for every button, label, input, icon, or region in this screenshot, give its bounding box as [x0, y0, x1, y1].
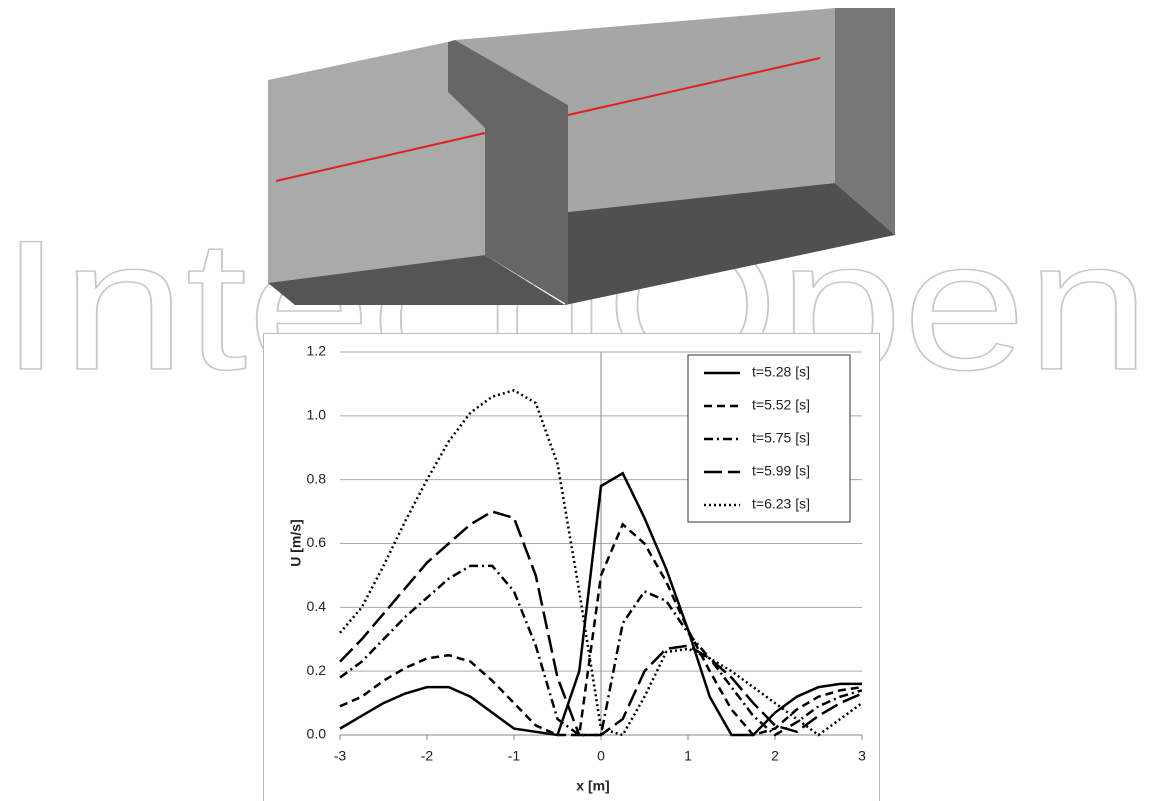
y-tick-label: 0.8: [307, 470, 327, 486]
x-axis-label: x [m]: [576, 778, 609, 794]
x-tick-label: 2: [771, 748, 779, 764]
y-axis-label: U [m/s]: [288, 519, 304, 566]
y-tick-label: 0.0: [307, 726, 327, 742]
x-tick-label: 0: [597, 748, 605, 764]
x-tick-label: -1: [508, 748, 521, 764]
y-tick-label: 0.4: [307, 598, 327, 614]
y-tick-label: 0.2: [307, 662, 327, 678]
y-tick-label: 1.0: [307, 407, 327, 423]
legend-label: t=5.75 [s]: [752, 430, 810, 446]
y-tick-label: 1.2: [307, 343, 327, 359]
figure: IntechOpen x [m] U [m/s] 0.00.20.40.60.8…: [0, 0, 1150, 801]
legend-label: t=5.52 [s]: [752, 397, 810, 413]
legend-label: t=5.99 [s]: [752, 463, 810, 479]
y-tick-label: 0.6: [307, 534, 327, 550]
x-tick-label: -2: [421, 748, 434, 764]
x-tick-label: -3: [334, 748, 347, 764]
legend-label: t=5.28 [s]: [752, 364, 810, 380]
legend-label: t=6.23 [s]: [752, 496, 810, 512]
x-tick-label: 3: [858, 748, 866, 764]
x-tick-label: 1: [684, 748, 692, 764]
